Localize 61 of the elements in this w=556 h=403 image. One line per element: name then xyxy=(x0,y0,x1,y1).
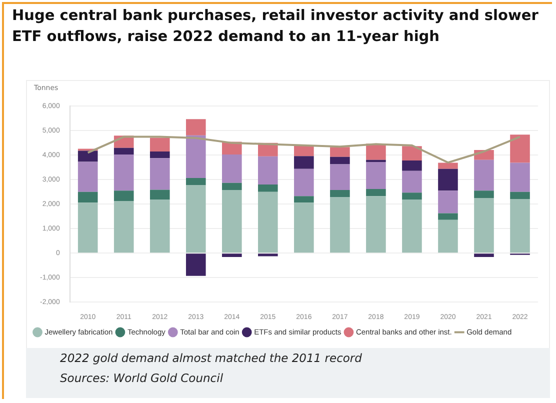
bar xyxy=(366,160,386,162)
bar xyxy=(186,119,206,136)
bar xyxy=(258,254,278,256)
text: 2022 gold demand almost matched the 2011 record xyxy=(60,350,363,367)
bar xyxy=(330,164,350,190)
bar xyxy=(330,197,350,253)
bar xyxy=(438,162,458,169)
bar xyxy=(258,192,278,253)
bar xyxy=(438,220,458,253)
bar xyxy=(294,196,314,203)
bar xyxy=(78,202,98,253)
bar xyxy=(402,160,422,171)
bar xyxy=(114,154,134,191)
bar xyxy=(402,192,422,200)
bar xyxy=(150,152,170,158)
source-note: Sources: World Gold Council xyxy=(60,370,224,387)
bar xyxy=(186,185,206,253)
bar xyxy=(330,190,350,198)
bar xyxy=(222,182,242,190)
bar xyxy=(114,190,134,201)
bar xyxy=(474,198,494,253)
bar xyxy=(222,190,242,253)
bar xyxy=(78,192,98,203)
bar xyxy=(330,156,350,164)
bar xyxy=(402,170,422,193)
bar xyxy=(294,168,314,196)
bar xyxy=(114,148,134,154)
bar xyxy=(366,162,386,189)
bar xyxy=(510,199,530,253)
bar xyxy=(474,254,494,258)
bar xyxy=(150,138,170,152)
bar xyxy=(330,147,350,157)
bar xyxy=(438,213,458,220)
bar xyxy=(510,192,530,200)
bar xyxy=(186,254,206,276)
bar xyxy=(186,178,206,186)
bar xyxy=(222,254,242,258)
bar xyxy=(150,200,170,253)
bar xyxy=(402,200,422,253)
bar xyxy=(366,196,386,253)
bar xyxy=(474,190,494,198)
bar xyxy=(294,202,314,253)
bar xyxy=(258,156,278,185)
bar xyxy=(294,145,314,156)
bar xyxy=(366,188,386,196)
bar xyxy=(78,150,98,162)
bar xyxy=(150,190,170,200)
bar xyxy=(438,168,458,191)
bar xyxy=(294,156,314,169)
chart-title: Huge central bank purchases, retail investor activity and slower ETF outflows, raise 2022 demand to an 11-year high xyxy=(12,7,540,47)
bar xyxy=(438,190,458,214)
bar xyxy=(258,184,278,192)
bar xyxy=(114,200,134,253)
bar xyxy=(222,154,242,183)
bar xyxy=(510,162,530,192)
bar xyxy=(150,158,170,190)
bar xyxy=(510,134,530,163)
bar xyxy=(186,135,206,178)
bar xyxy=(474,160,494,191)
bar xyxy=(402,146,422,161)
bar xyxy=(78,162,98,192)
